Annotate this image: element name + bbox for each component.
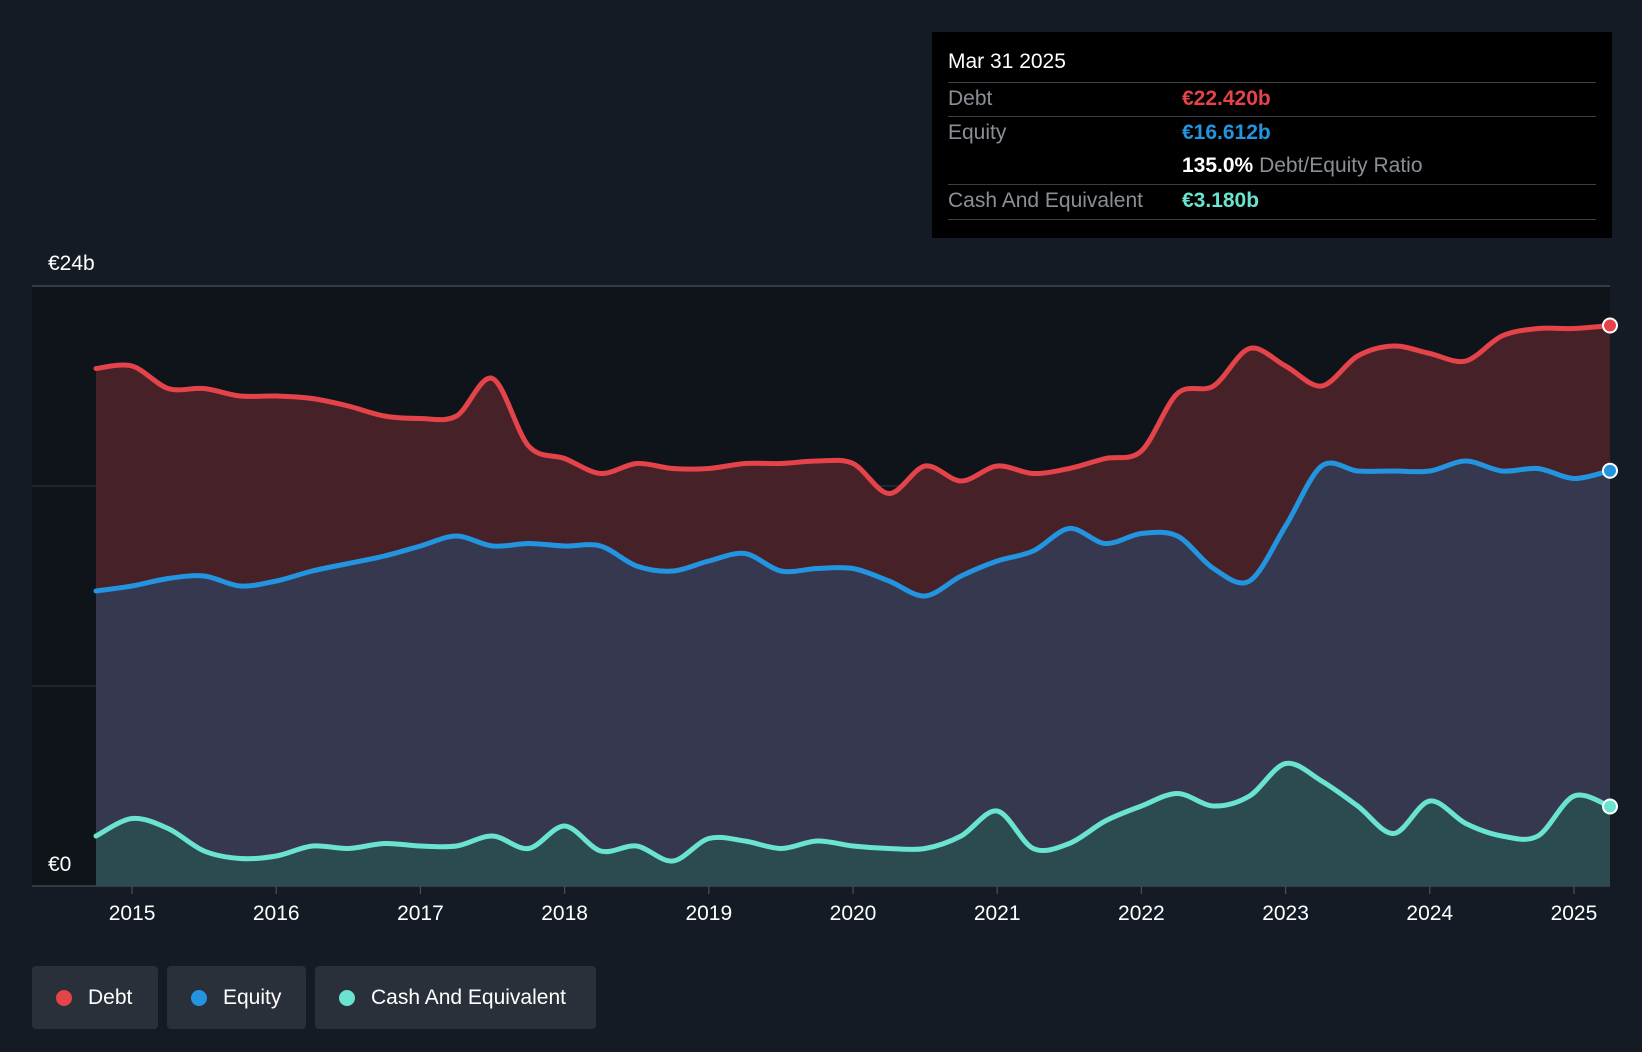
tooltip-ratio: 135.0% Debt/Equity Ratio <box>1182 154 1423 178</box>
cash-end-point[interactable] <box>1602 798 1618 815</box>
series-areas <box>96 325 1610 886</box>
tooltip-panel: Mar 31 2025 Debt €22.420b Equity €16.612… <box>932 32 1612 238</box>
legend-cash-label: Cash And Equivalent <box>371 985 566 1009</box>
x-tick-label: 2025 <box>1551 902 1598 925</box>
equity-end-point[interactable] <box>1602 462 1618 479</box>
tooltip-debt-label: Debt <box>948 87 993 110</box>
x-tick-label: 2024 <box>1406 902 1453 925</box>
legend-debt-label: Debt <box>88 985 133 1009</box>
debt-end-point[interactable] <box>1602 317 1618 334</box>
legend-item-cash[interactable]: Cash And Equivalent <box>315 966 596 1029</box>
x-tick-label: 2018 <box>541 902 588 925</box>
legend-item-debt[interactable]: Debt <box>32 966 158 1029</box>
legend-equity-label: Equity <box>223 985 282 1009</box>
tooltip-ratio-label: Debt/Equity Ratio <box>1259 154 1423 177</box>
x-tick-label: 2021 <box>974 902 1021 925</box>
x-tick-label: 2015 <box>109 902 156 925</box>
series-lines <box>93 323 1613 864</box>
tooltip-equity-value: €16.612b <box>1182 121 1271 144</box>
tooltip-row-debt: Debt €22.420b <box>948 82 1596 117</box>
tooltip-equity-label: Equity <box>948 121 1007 144</box>
equity-line <box>93 458 1613 599</box>
chart-legend: Debt Equity Cash And Equivalent <box>32 966 596 1029</box>
legend-dot-debt-icon <box>56 989 72 1006</box>
tooltip-date: Mar 31 2025 <box>948 50 1066 73</box>
tooltip-row-ratio: 135.0% Debt/Equity Ratio <box>948 150 1596 184</box>
tooltip-cash-value: €3.180b <box>1182 189 1260 212</box>
x-tick-label: 2022 <box>1118 902 1165 925</box>
x-axis-ticks: 2015 2016 2017 2018 2019 2020 2021 2022 2023 2024… <box>109 886 1598 925</box>
debt-line <box>93 323 1613 496</box>
legend-dot-cash-icon <box>339 989 355 1006</box>
x-tick-label: 2019 <box>685 902 732 925</box>
x-tick-label: 2017 <box>397 902 444 925</box>
cash-area <box>96 763 1610 886</box>
y-axis-zero-label: €0 <box>48 853 71 876</box>
x-tick-label: 2016 <box>253 902 300 925</box>
equity-area <box>96 461 1610 886</box>
y-axis-max-label: €24b <box>48 252 95 275</box>
cash-line <box>93 760 1613 864</box>
series-end-dots <box>1602 317 1618 815</box>
x-tick-label: 2023 <box>1262 902 1309 925</box>
tooltip-cash-label: Cash And Equivalent <box>948 189 1143 212</box>
tooltip-ratio-value: 135.0% <box>1182 154 1254 177</box>
legend-item-equity[interactable]: Equity <box>167 966 306 1029</box>
tooltip-row-equity: Equity €16.612b <box>948 116 1596 151</box>
tooltip-row-cash: Cash And Equivalent €3.180b <box>948 184 1596 220</box>
x-tick-label: 2020 <box>830 902 877 925</box>
legend-dot-equity-icon <box>191 989 207 1006</box>
tooltip-debt-value: €22.420b <box>1182 87 1271 110</box>
